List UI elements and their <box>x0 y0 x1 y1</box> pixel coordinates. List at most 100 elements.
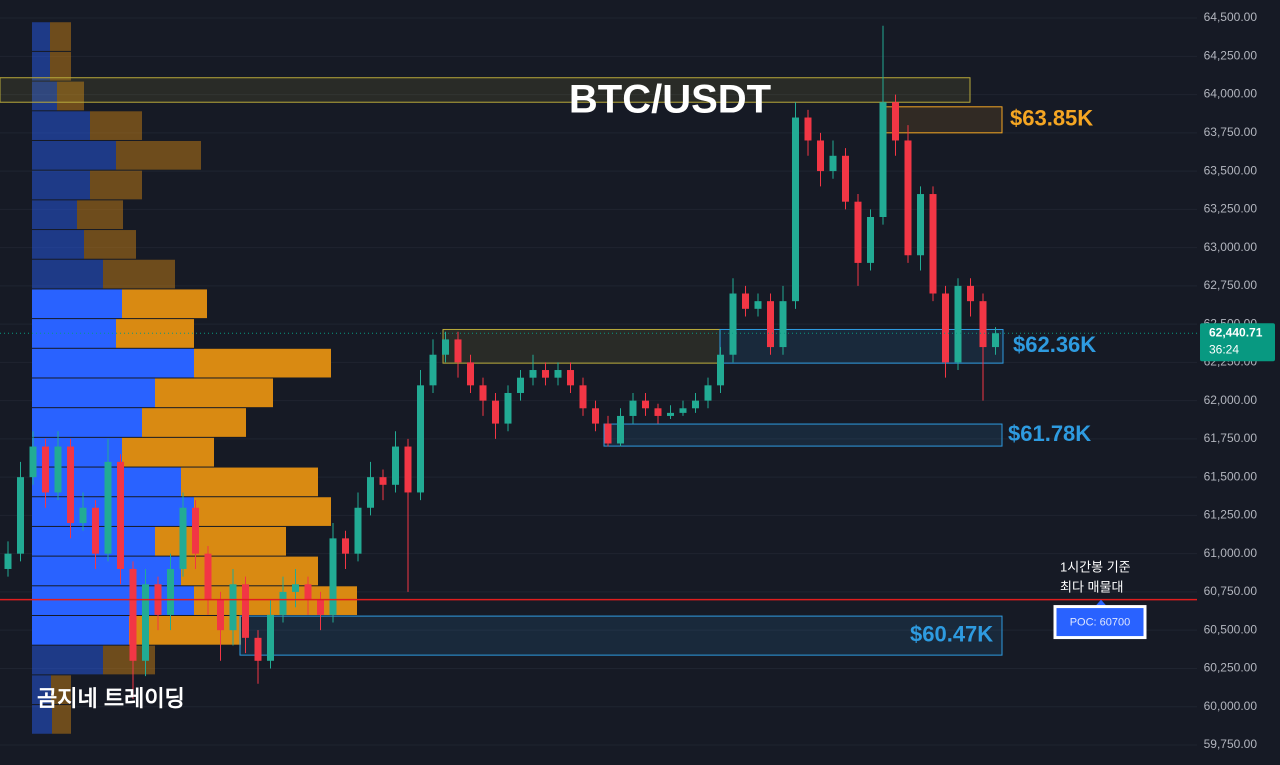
profile-sell-bar <box>52 705 71 734</box>
profile-sell-bar <box>90 170 142 200</box>
y-tick-label: 64,250.00 <box>1204 48 1258 62</box>
profile-sell-bar <box>142 408 246 437</box>
candle-body <box>442 339 449 355</box>
y-tick-label: 63,000.00 <box>1204 240 1258 254</box>
candle-body <box>492 400 499 424</box>
candle-body <box>479 385 487 401</box>
candle-body <box>392 446 399 485</box>
profile-sell-bar <box>84 230 136 259</box>
candle-body <box>667 412 674 416</box>
price-zone <box>603 423 1003 447</box>
price-zone <box>0 77 971 103</box>
last-price-label: 62,440.71 <box>1209 325 1263 339</box>
profile-buy-bar <box>32 140 116 170</box>
last-price-box <box>1200 323 1275 362</box>
profile-buy-bar <box>32 497 194 526</box>
y-tick-label: 63,500.00 <box>1204 163 1258 177</box>
profile-sell-bar <box>181 467 318 497</box>
candle-body <box>304 584 312 600</box>
candle-body <box>204 553 212 600</box>
candle-body <box>42 446 49 493</box>
candle-body <box>92 507 99 554</box>
zone-label: $60.47K <box>910 621 993 646</box>
candle-body <box>617 415 624 444</box>
candle-body <box>729 293 737 355</box>
profile-buy-bar <box>32 378 155 408</box>
candle-body <box>104 461 112 554</box>
candle-body <box>704 385 712 401</box>
y-tick-label: 60,000.00 <box>1204 699 1258 713</box>
profile-sell-bar <box>116 319 194 348</box>
zone-label: $61.78K <box>1008 421 1091 446</box>
profile-sell-bar <box>155 378 273 408</box>
profile-buy-bar <box>32 230 84 259</box>
candle-body <box>829 155 837 172</box>
profile-sell-bar <box>90 111 142 140</box>
candle-body <box>904 140 912 256</box>
profile-sell-bar <box>50 22 71 51</box>
y-tick-label: 63,250.00 <box>1204 202 1258 216</box>
candle-body <box>17 477 24 554</box>
profile-buy-bar <box>32 408 142 437</box>
candle-body <box>817 140 824 172</box>
candle-body <box>517 377 524 393</box>
candle-body <box>942 293 949 363</box>
y-tick-label: 61,250.00 <box>1204 508 1258 522</box>
candle-body <box>592 408 599 424</box>
candle-body <box>867 216 874 263</box>
candle-body <box>429 354 437 386</box>
y-tick-label: 60,500.00 <box>1204 622 1258 636</box>
poc-note: 최다 매물대 <box>1060 579 1123 594</box>
profile-sell-bar <box>51 675 71 705</box>
candle-body <box>754 301 762 309</box>
candle-body <box>804 117 812 141</box>
y-tick-label: 62,000.00 <box>1204 393 1258 407</box>
candle-body <box>179 507 187 569</box>
candle-body <box>4 553 12 569</box>
chart-title: BTC/USDT <box>569 78 771 122</box>
candle-body <box>317 599 324 615</box>
y-tick-label: 59,750.00 <box>1204 737 1258 751</box>
candle-body <box>579 385 587 409</box>
candle-body <box>117 461 124 569</box>
candle-body <box>329 538 337 615</box>
candle-body <box>54 446 62 493</box>
profile-buy-bar <box>32 170 90 200</box>
candle-body <box>404 446 412 493</box>
candle-body <box>67 446 74 524</box>
candle-body <box>679 408 687 413</box>
profile-sell-bar <box>122 289 207 319</box>
profile-buy-bar <box>32 348 194 378</box>
candle-body <box>917 194 924 256</box>
profile-buy-bar <box>32 200 77 230</box>
candle-body <box>604 423 612 444</box>
profile-buy-bar <box>32 319 116 348</box>
profile-buy-bar <box>32 111 90 140</box>
profile-buy-bar <box>32 81 57 111</box>
candle-body <box>129 568 137 661</box>
y-tick-label: 61,000.00 <box>1204 546 1258 560</box>
candle-body <box>629 400 637 416</box>
candle-body <box>267 614 274 661</box>
candle-body <box>529 370 537 378</box>
profile-sell-bar <box>50 51 71 81</box>
y-tick-label: 60,750.00 <box>1204 584 1258 598</box>
profile-sell-bar <box>155 526 286 556</box>
candle-body <box>367 477 374 508</box>
candle-body <box>192 507 199 554</box>
candle-body <box>29 446 37 478</box>
profile-buy-bar <box>32 289 122 319</box>
candle-body <box>292 584 299 592</box>
candle-body <box>79 507 87 524</box>
profile-sell-bar <box>122 437 214 467</box>
price-zone <box>879 106 1003 134</box>
candle-body <box>954 285 962 363</box>
profile-sell-bar <box>116 140 201 170</box>
candle-body <box>642 400 649 409</box>
candle-body <box>454 339 462 363</box>
y-tick-label: 64,000.00 <box>1204 87 1258 101</box>
profile-buy-bar <box>32 675 51 705</box>
candle-body <box>504 392 512 424</box>
